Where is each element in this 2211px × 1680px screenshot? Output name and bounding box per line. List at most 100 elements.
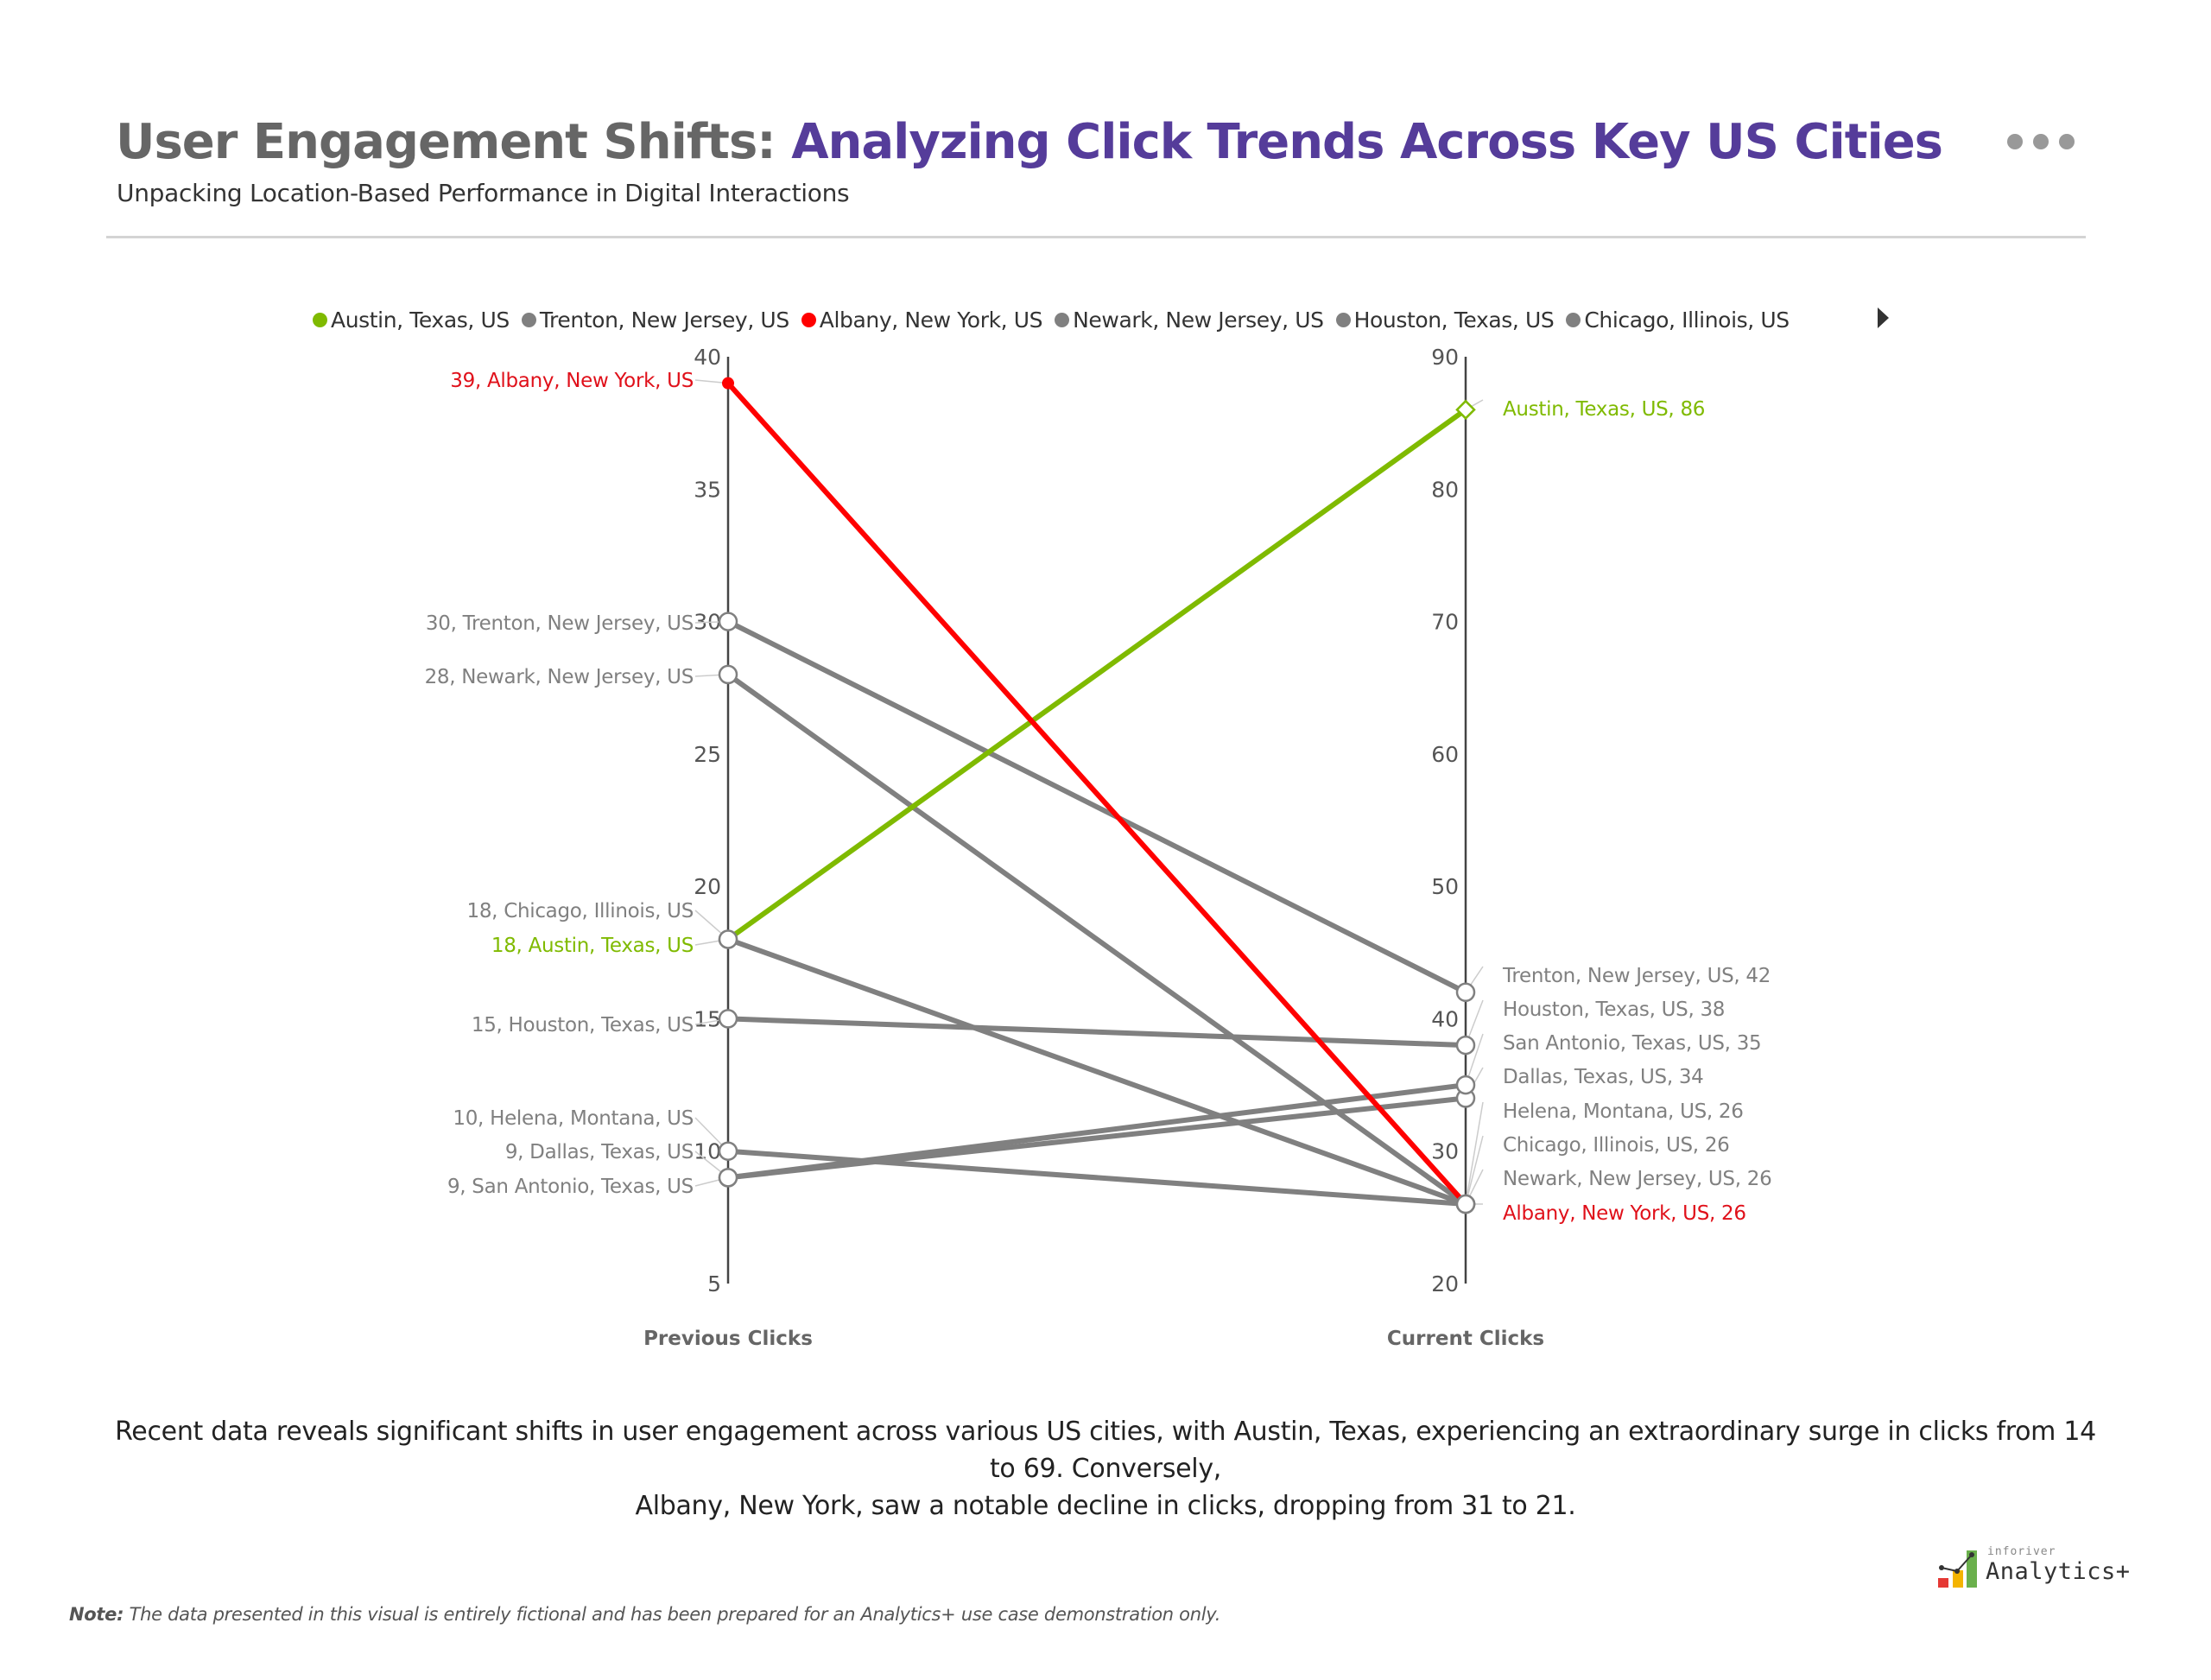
legend-label: Chicago, Illinois, US bbox=[1584, 307, 1790, 333]
series-line[interactable] bbox=[725, 618, 1468, 995]
more-horizontal-icon-dot bbox=[2059, 134, 2075, 149]
left-data-label: 18, Chicago, Illinois, US bbox=[467, 900, 694, 922]
legend-item[interactable]: Newark, New Jersey, US bbox=[1055, 307, 1324, 333]
data-point-marker[interactable] bbox=[718, 929, 738, 949]
series-line[interactable] bbox=[725, 1148, 1468, 1208]
series-line[interactable] bbox=[725, 671, 1468, 1208]
left-axis-tick-label: 10 bbox=[694, 1139, 721, 1164]
legend-marker-icon bbox=[521, 312, 536, 327]
right-data-label: Houston, Texas, US, 38 bbox=[1503, 998, 1725, 1021]
data-point-marker[interactable] bbox=[718, 1141, 738, 1161]
right-axis-tick-label: 20 bbox=[1431, 1271, 1459, 1296]
left-data-label: 18, Austin, Texas, US bbox=[491, 935, 694, 957]
right-data-label: Trenton, New Jersey, US, 42 bbox=[1502, 965, 1771, 987]
legend-next-page-icon[interactable] bbox=[1878, 307, 1889, 328]
title-prefix: User Engagement Shifts: bbox=[116, 114, 792, 170]
right-axis-tick-label: 30 bbox=[1431, 1139, 1459, 1164]
legend-marker-icon bbox=[1566, 312, 1581, 327]
header-divider bbox=[106, 236, 2086, 238]
logo-bar-orange bbox=[1953, 1570, 1963, 1588]
right-data-label: Dallas, Texas, US, 34 bbox=[1503, 1066, 1704, 1088]
left-axis-title: Previous Clicks bbox=[643, 1328, 813, 1350]
page-title: User Engagement Shifts: Analyzing Click … bbox=[116, 114, 1943, 170]
chart-legend: Austin, Texas, US Trenton, New Jersey, US… bbox=[313, 302, 1802, 337]
left-axis-tick-label: 35 bbox=[694, 477, 721, 502]
data-point-marker[interactable] bbox=[718, 1009, 738, 1029]
legend-item[interactable]: Houston, Texas, US bbox=[1335, 307, 1555, 333]
legend-item[interactable]: Chicago, Illinois, US bbox=[1566, 307, 1790, 333]
note-label: Note: bbox=[69, 1604, 124, 1625]
left-data-label: 10, Helena, Montana, US bbox=[453, 1107, 694, 1130]
chart-summary: Recent data reveals significant shifts i… bbox=[104, 1413, 2107, 1525]
right-data-label: Helena, Montana, US, 26 bbox=[1503, 1100, 1744, 1123]
note-text: The data presented in this visual is ent… bbox=[124, 1604, 1221, 1625]
left-axis-tick-label: 5 bbox=[707, 1271, 721, 1296]
right-axis-tick-label: 80 bbox=[1431, 477, 1459, 502]
right-axis-tick-label: 70 bbox=[1431, 610, 1459, 635]
series-line[interactable] bbox=[725, 1016, 1468, 1049]
data-point-marker[interactable] bbox=[1455, 1194, 1476, 1214]
logo-bar-green bbox=[1967, 1550, 1977, 1588]
left-data-label: 39, Albany, New York, US bbox=[450, 370, 694, 392]
data-point-marker[interactable] bbox=[722, 377, 734, 390]
logo-brand-name: Analytics+ bbox=[1986, 1558, 2131, 1585]
more-horizontal-icon-dot bbox=[2007, 134, 2023, 149]
series-line[interactable] bbox=[725, 936, 1468, 1208]
legend-item[interactable]: Austin, Texas, US bbox=[313, 307, 510, 333]
right-axis-tick-label: 50 bbox=[1431, 874, 1459, 899]
left-axis-tick-label: 25 bbox=[694, 742, 721, 767]
right-axis-tick-label: 40 bbox=[1431, 1006, 1459, 1031]
more-options-button[interactable] bbox=[2007, 134, 2075, 149]
logo-bar-red bbox=[1938, 1578, 1948, 1588]
data-point-marker[interactable] bbox=[1455, 1075, 1476, 1095]
data-point-marker[interactable] bbox=[1455, 1035, 1476, 1056]
left-axis-tick-label: 15 bbox=[694, 1006, 721, 1031]
label-leader-line bbox=[1465, 1135, 1484, 1205]
summary-line-2: Albany, New York, saw a notable decline … bbox=[635, 1491, 1576, 1521]
legend-label: Newark, New Jersey, US bbox=[1073, 307, 1324, 333]
left-axis-tick-label: 20 bbox=[694, 874, 721, 899]
page-subtitle: Unpacking Location-Based Performance in … bbox=[117, 179, 850, 207]
legend-marker-icon bbox=[801, 312, 816, 327]
left-data-label: 30, Trenton, New Jersey, US bbox=[426, 612, 694, 635]
right-data-label: Austin, Texas, US, 86 bbox=[1503, 398, 1705, 421]
data-point-marker[interactable] bbox=[718, 664, 738, 685]
right-axis-title: Current Clicks bbox=[1387, 1328, 1544, 1350]
legend-label: Houston, Texas, US bbox=[1353, 307, 1555, 333]
data-point-marker[interactable] bbox=[718, 612, 738, 631]
data-point-marker[interactable] bbox=[718, 1168, 738, 1188]
data-point-diamond-marker[interactable] bbox=[1455, 399, 1476, 421]
legend-item[interactable]: Trenton, New Jersey, US bbox=[521, 307, 789, 333]
analytics-plus-logo: inforiver Analytics+ bbox=[1936, 1544, 2161, 1588]
logo-brand-small: inforiver bbox=[1987, 1545, 2056, 1558]
series-line[interactable] bbox=[725, 380, 1468, 1208]
right-data-label: San Antonio, Texas, US, 35 bbox=[1503, 1032, 1761, 1055]
left-data-label: 9, San Antonio, Texas, US bbox=[447, 1176, 694, 1198]
more-horizontal-icon-dot bbox=[2033, 134, 2049, 149]
series-line[interactable] bbox=[725, 407, 1468, 942]
legend-label: Austin, Texas, US bbox=[331, 307, 510, 333]
left-axis-tick-label: 40 bbox=[694, 345, 721, 370]
legend-marker-icon bbox=[1335, 312, 1351, 327]
series-line[interactable] bbox=[725, 1082, 1468, 1181]
right-axis-tick-label: 60 bbox=[1431, 742, 1459, 767]
right-data-label: Newark, New Jersey, US, 26 bbox=[1503, 1168, 1771, 1190]
footer-note: Note: The data presented in this visual … bbox=[69, 1604, 1220, 1625]
summary-line-1: Recent data reveals significant shifts i… bbox=[115, 1417, 2096, 1484]
title-highlight: Analyzing Click Trends Across Key US Cit… bbox=[791, 114, 1943, 170]
legend-marker-icon bbox=[1055, 312, 1070, 327]
data-point-marker[interactable] bbox=[1455, 982, 1476, 1003]
logo-trend-icon bbox=[1939, 1552, 1974, 1574]
legend-label: Trenton, New Jersey, US bbox=[539, 307, 789, 333]
right-axis-tick-label: 90 bbox=[1431, 345, 1459, 370]
left-data-label: 9, Dallas, Texas, US bbox=[505, 1141, 694, 1163]
legend-marker-icon bbox=[313, 312, 327, 327]
left-data-label: 28, Newark, New Jersey, US bbox=[425, 666, 694, 688]
label-leader-line bbox=[1465, 1101, 1484, 1205]
left-data-label: 15, Houston, Texas, US bbox=[472, 1014, 694, 1037]
right-data-label: Chicago, Illinois, US, 26 bbox=[1503, 1134, 1729, 1157]
legend-label: Albany, New York, US bbox=[819, 307, 1043, 333]
right-data-label: Albany, New York, US, 26 bbox=[1503, 1202, 1746, 1225]
legend-item[interactable]: Albany, New York, US bbox=[801, 307, 1043, 333]
